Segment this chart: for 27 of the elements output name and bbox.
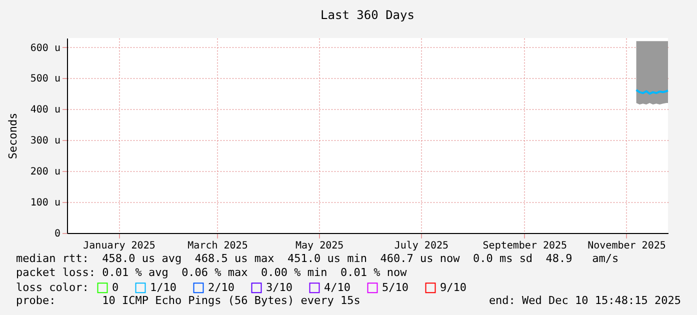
x-tick-label: May 2025: [296, 240, 344, 252]
legend-title: loss color:: [16, 281, 89, 294]
legend-label: 3/10: [266, 280, 292, 294]
y-tick-label: 100 u: [30, 198, 60, 209]
legend-label: 1/10: [150, 280, 176, 294]
y-tick-label: 500 u: [30, 74, 60, 85]
y-axis-title: Seconds: [6, 112, 20, 160]
y-tick-label: 600 u: [30, 42, 60, 54]
text: median rtt: 458.0 us avg 468.5 us max 451.0 us min 460.7 us now 0.0 ms sd 48.9 am/s: [16, 252, 619, 265]
x-tick-label: January 2025: [83, 240, 156, 252]
text: packet loss: 0.01 % avg 0.06 % max 0.00 % min 0.01 % now: [16, 266, 407, 279]
y-tick-label: 400 u: [30, 104, 60, 116]
legend-label: 9/10: [440, 280, 466, 294]
y-tick-label: 200 u: [30, 166, 60, 178]
text: end: Wed Dec 10 15:48:15 2025: [488, 294, 681, 307]
legend-label: 0: [112, 280, 119, 294]
y-tick-label: 0: [54, 228, 60, 240]
text: probe: 10 ICMP Echo Pings (56 Bytes) every 15s: [16, 294, 360, 307]
x-tick-label: March 2025: [188, 240, 248, 252]
legend-label: 4/10: [324, 280, 350, 294]
legend-label: 2/10: [208, 280, 234, 294]
x-tick-label: July 2025: [394, 240, 449, 252]
x-tick-label: November 2025: [588, 240, 666, 252]
x-tick-label: September 2025: [482, 240, 568, 252]
chart-title: Last 360 Days: [320, 8, 414, 22]
legend-label: 5/10: [382, 280, 408, 294]
y-tick-label: 300 u: [30, 136, 60, 147]
